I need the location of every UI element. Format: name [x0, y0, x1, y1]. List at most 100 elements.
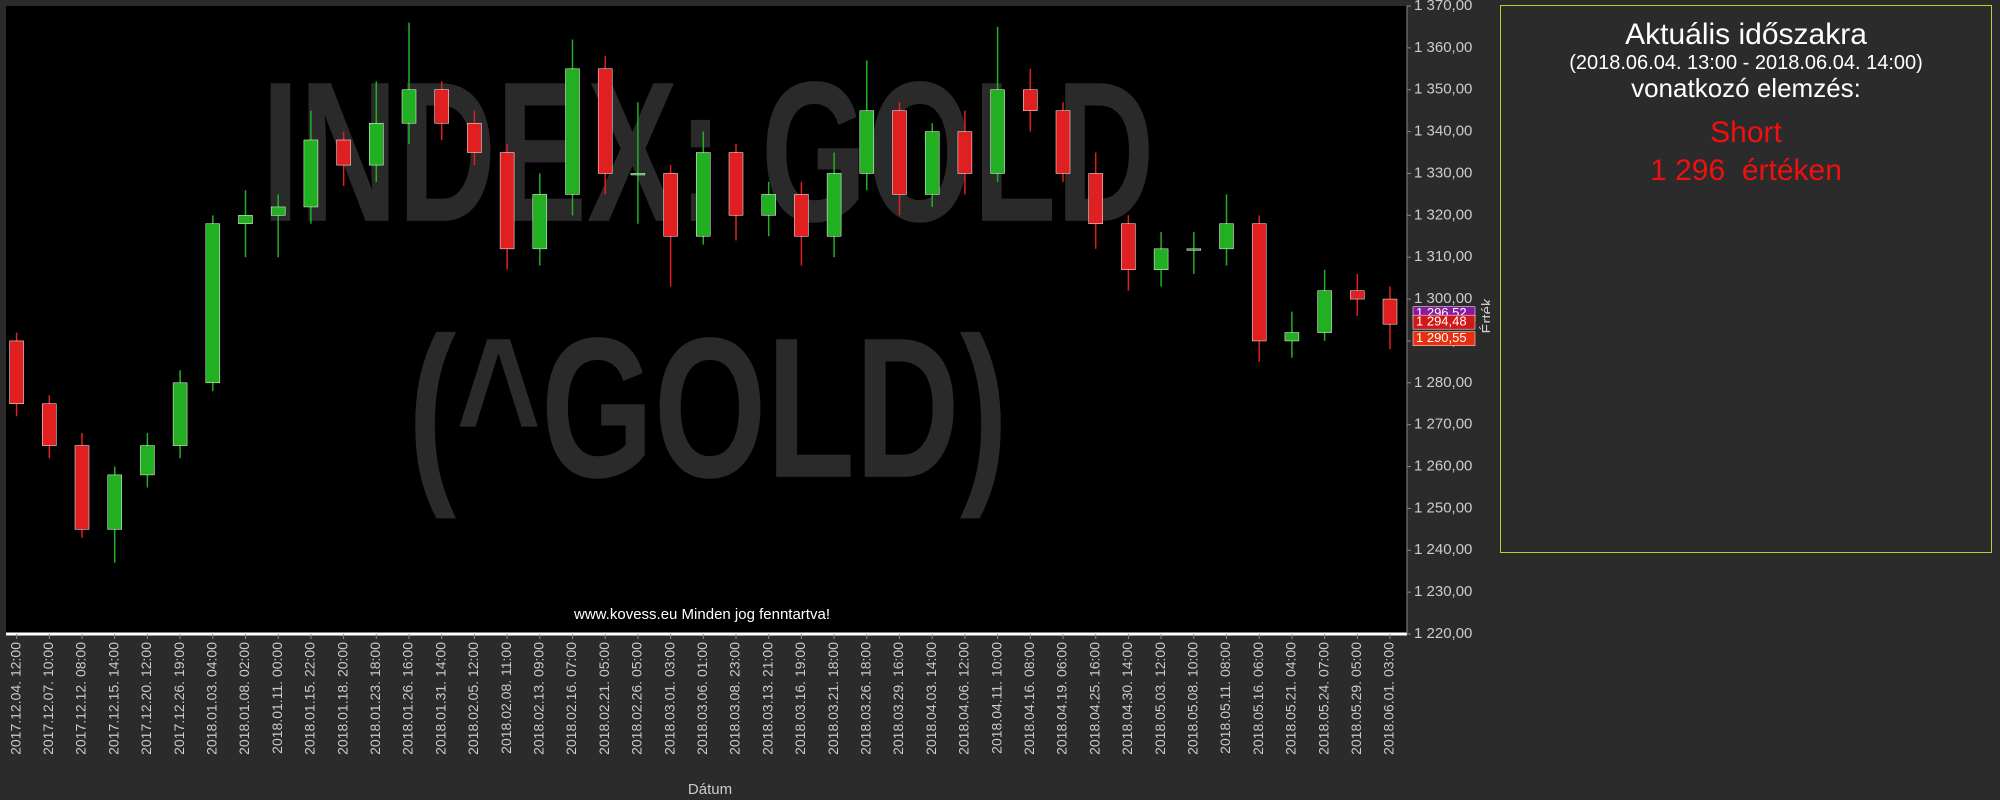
candle-body	[794, 194, 809, 237]
chart: INDEX: GOLD (^GOLD) www.kovess.eu Minden…	[6, 0, 1490, 798]
y-tick-label: 1 240,00	[1414, 541, 1472, 558]
price-marker	[1412, 331, 1476, 346]
x-tick-label: 2018.02.21. 05:00	[596, 642, 612, 755]
candle-body	[467, 122, 482, 153]
x-tick-label: 2018.01.18. 20:00	[334, 642, 350, 755]
candle-body	[1317, 290, 1332, 333]
x-tick-label: 2018.01.26. 16:00	[400, 642, 416, 755]
x-tick-label: 2018.03.13. 21:00	[759, 642, 775, 755]
candle-body	[1186, 248, 1202, 251]
x-tick-label: 2018.05.11. 08:00	[1217, 642, 1233, 754]
candle-body	[1153, 248, 1169, 271]
candle-body	[1350, 290, 1365, 300]
y-tick-label: 1 270,00	[1414, 416, 1472, 433]
candle-body	[401, 89, 417, 124]
x-tick-label: 2017.12.20. 12:00	[138, 642, 154, 755]
candle-body	[630, 173, 646, 176]
y-tick-label: 1 350,00	[1414, 81, 1472, 98]
price-marker-label: 1 290,55	[1416, 330, 1467, 345]
y-tick-label: 1 230,00	[1414, 583, 1472, 600]
candle-body	[9, 340, 24, 404]
y-tick-label: 1 330,00	[1414, 164, 1472, 181]
y-tick-label: 1 220,00	[1414, 625, 1472, 642]
candle-body	[663, 173, 678, 237]
x-tick-label: 2018.01.31. 14:00	[432, 642, 448, 755]
candle-body	[238, 215, 253, 224]
candle-body	[172, 382, 188, 446]
x-tick-label: 2017.12.26. 19:00	[171, 642, 187, 755]
price-marker	[1412, 314, 1476, 330]
x-tick-label: 2018.03.29. 16:00	[890, 642, 906, 755]
x-tick-label: 2018.04.06. 12:00	[956, 642, 972, 755]
x-tick-label: 2018.01.08. 02:00	[236, 642, 252, 755]
x-tick-label: 2017.12.07. 10:00	[40, 642, 56, 755]
x-tick-label: 2018.03.06. 01:00	[694, 642, 710, 755]
candle-body	[499, 152, 515, 250]
y-tick-label: 1 310,00	[1414, 248, 1472, 265]
candle-body	[1023, 89, 1038, 111]
x-tick-label: 2018.03.16. 19:00	[792, 642, 808, 755]
candle-body	[303, 139, 319, 208]
candle-body	[990, 89, 1005, 174]
x-tick-label: 2018.03.01. 03:00	[661, 642, 677, 755]
y-tick-label: 1 320,00	[1414, 206, 1472, 223]
candle-body	[107, 474, 122, 530]
footer: www.kovess.eu Minden jog fenntartva!	[573, 606, 830, 623]
candle-body	[1088, 173, 1103, 224]
candle-body	[597, 68, 613, 174]
x-tick-label: 2017.12.04. 12:00	[7, 642, 23, 755]
x-tick-label: 2018.05.21. 04:00	[1283, 642, 1299, 755]
x-tick-label: 2018.03.21. 18:00	[825, 642, 841, 755]
candle-body	[369, 122, 384, 166]
panel-title: Aktuális időszakra	[1625, 18, 1867, 51]
candle-body	[1251, 223, 1267, 342]
panel-signal: Short	[1710, 116, 1782, 149]
panel-subtitle: vonatkozó elemzés:	[1631, 73, 1861, 103]
candle-body	[1219, 223, 1234, 250]
panel-level: 1 296 értéken	[1650, 154, 1842, 187]
candle-body	[270, 206, 286, 216]
y-axis-label: Érték	[1479, 298, 1490, 334]
x-tick-label: 2018.03.08. 23:00	[727, 642, 743, 755]
candle-body	[859, 110, 875, 174]
x-tick-label: 2018.04.30. 14:00	[1119, 642, 1135, 755]
x-axis-label: Dátum	[688, 781, 732, 798]
x-tick-label: 2018.02.16. 07:00	[563, 642, 579, 755]
candle-body	[1382, 298, 1398, 325]
x-tick-label: 2018.01.15. 22:00	[302, 642, 318, 755]
candle-body	[74, 445, 90, 530]
x-tick-label: 2018.01.03. 04:00	[204, 642, 220, 755]
y-tick-label: 1 280,00	[1414, 374, 1472, 391]
x-tick-label: 2018.01.23. 18:00	[367, 642, 383, 755]
plot-area	[6, 6, 1407, 634]
candle-body	[1284, 332, 1300, 342]
y-tick-label: 1 250,00	[1414, 499, 1472, 516]
x-tick-label: 2018.06.01. 03:00	[1381, 642, 1397, 755]
x-tick-label: 2018.04.03. 14:00	[923, 642, 939, 755]
candle-body	[565, 68, 580, 195]
candle-body	[434, 89, 449, 124]
candle-body	[532, 194, 548, 250]
price-marker-label: 1 294,48	[1416, 314, 1467, 329]
candle-body	[892, 110, 907, 195]
candle-body	[728, 152, 744, 216]
panel-period: (2018.06.04. 13:00 - 2018.06.04. 14:00)	[1569, 52, 1923, 74]
x-tick-label: 2018.05.16. 06:00	[1250, 642, 1266, 755]
x-tick-label: 2018.05.03. 12:00	[1152, 642, 1168, 755]
x-tick-label: 2018.04.11. 10:00	[988, 642, 1004, 754]
candle-body	[1055, 110, 1071, 174]
analysis-panel: Aktuális időszakra (2018.06.04. 13:00 - …	[1500, 5, 1992, 553]
x-tick-label: 2018.02.08. 11:00	[498, 642, 514, 754]
watermark: (^GOLD)	[408, 297, 1008, 520]
y-tick-label: 1 340,00	[1414, 123, 1472, 140]
x-tick-label: 2018.05.24. 07:00	[1315, 642, 1331, 755]
x-tick-label: 2017.12.12. 08:00	[73, 642, 89, 755]
candle-body	[761, 194, 776, 216]
x-tick-label: 2018.02.26. 05:00	[629, 642, 645, 755]
x-tick-label: 2018.02.05. 12:00	[465, 642, 481, 755]
candle-body	[826, 173, 842, 237]
y-tick-label: 1 260,00	[1414, 458, 1472, 475]
candle-body	[696, 152, 711, 237]
x-tick-label: 2018.04.19. 06:00	[1054, 642, 1070, 755]
